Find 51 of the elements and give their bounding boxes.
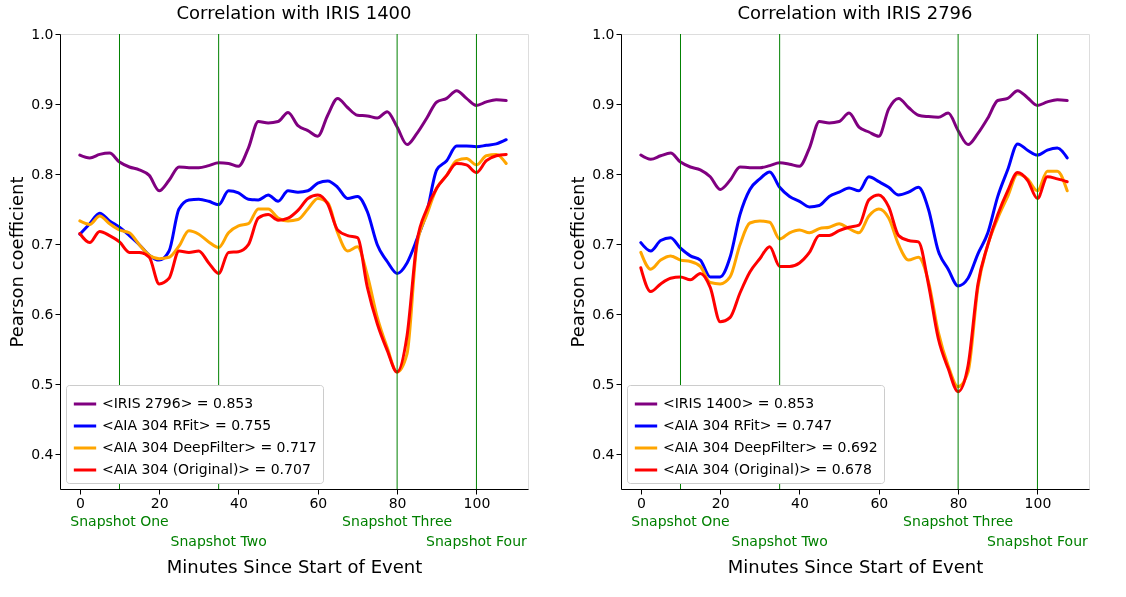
- x-tick-label: 60: [870, 494, 889, 511]
- legend-label: <IRIS 1400> = 0.853: [663, 395, 815, 411]
- x-axis-title: Minutes Since Start of Event: [727, 555, 984, 577]
- line-series: [78, 89, 508, 193]
- ref-line-label: Snapshot Four: [987, 533, 1088, 549]
- y-tick-label: 0.9: [31, 95, 54, 112]
- y-tick-label: 0.6: [592, 305, 615, 322]
- x-tick-label: 0: [636, 494, 646, 511]
- ref-line-label: Snapshot Three: [342, 513, 453, 529]
- line-series: [639, 89, 1069, 191]
- legend-label: <AIA 304 RFit> = 0.747: [663, 417, 833, 433]
- y-tick-label: 0.5: [31, 375, 54, 392]
- y-tick-label: 0.7: [592, 235, 615, 252]
- x-tick-label: 20: [150, 494, 169, 511]
- legend-label: <AIA 304 RFit> = 0.755: [102, 417, 272, 433]
- legend-label: <AIA 304 DeepFilter> = 0.692: [663, 439, 878, 455]
- y-tick-label: 0.6: [31, 305, 54, 322]
- x-tick-label: 40: [230, 494, 248, 511]
- x-tick-label: 0: [75, 494, 85, 511]
- x-tick-label: 20: [711, 494, 730, 511]
- ref-line-label: Snapshot One: [631, 513, 730, 529]
- x-tick-label: 80: [388, 494, 407, 511]
- ref-line-label: Snapshot Two: [170, 533, 267, 549]
- y-axis-title: Pearson coefficient: [567, 176, 589, 348]
- y-tick-label: 0.8: [592, 165, 615, 182]
- y-tick-label: 0.9: [592, 95, 615, 112]
- chart-title: Correlation with IRIS 1400: [176, 2, 412, 23]
- y-tick-label: 0.7: [31, 235, 54, 252]
- x-tick-label: 80: [949, 494, 968, 511]
- ref-line-label: Snapshot One: [70, 513, 169, 529]
- y-tick-label: 0.5: [592, 375, 615, 392]
- y-tick-label: 0.8: [31, 165, 54, 182]
- y-tick-label: 1.0: [592, 25, 615, 42]
- x-tick-label: 100: [463, 494, 491, 511]
- y-tick-label: 0.4: [31, 445, 54, 462]
- x-tick-label: 100: [1024, 494, 1052, 511]
- line-series: [639, 142, 1069, 288]
- ref-line-label: Snapshot Four: [426, 533, 527, 549]
- legend-label: <IRIS 2796> = 0.853: [102, 395, 254, 411]
- y-tick-label: 1.0: [31, 25, 54, 42]
- x-axis-title: Minutes Since Start of Event: [166, 555, 423, 577]
- chart-title: Correlation with IRIS 2796: [737, 2, 973, 23]
- y-tick-label: 0.4: [592, 445, 615, 462]
- ref-line-label: Snapshot Two: [731, 533, 828, 549]
- legend-label: <AIA 304 DeepFilter> = 0.717: [102, 439, 317, 455]
- legend-label: <AIA 304 (Original)> = 0.678: [663, 461, 872, 477]
- legend-label: <AIA 304 (Original)> = 0.707: [102, 461, 311, 477]
- y-axis-title: Pearson coefficient: [6, 176, 28, 348]
- x-tick-label: 60: [309, 494, 328, 511]
- ref-line-label: Snapshot Three: [903, 513, 1014, 529]
- x-tick-label: 40: [791, 494, 809, 511]
